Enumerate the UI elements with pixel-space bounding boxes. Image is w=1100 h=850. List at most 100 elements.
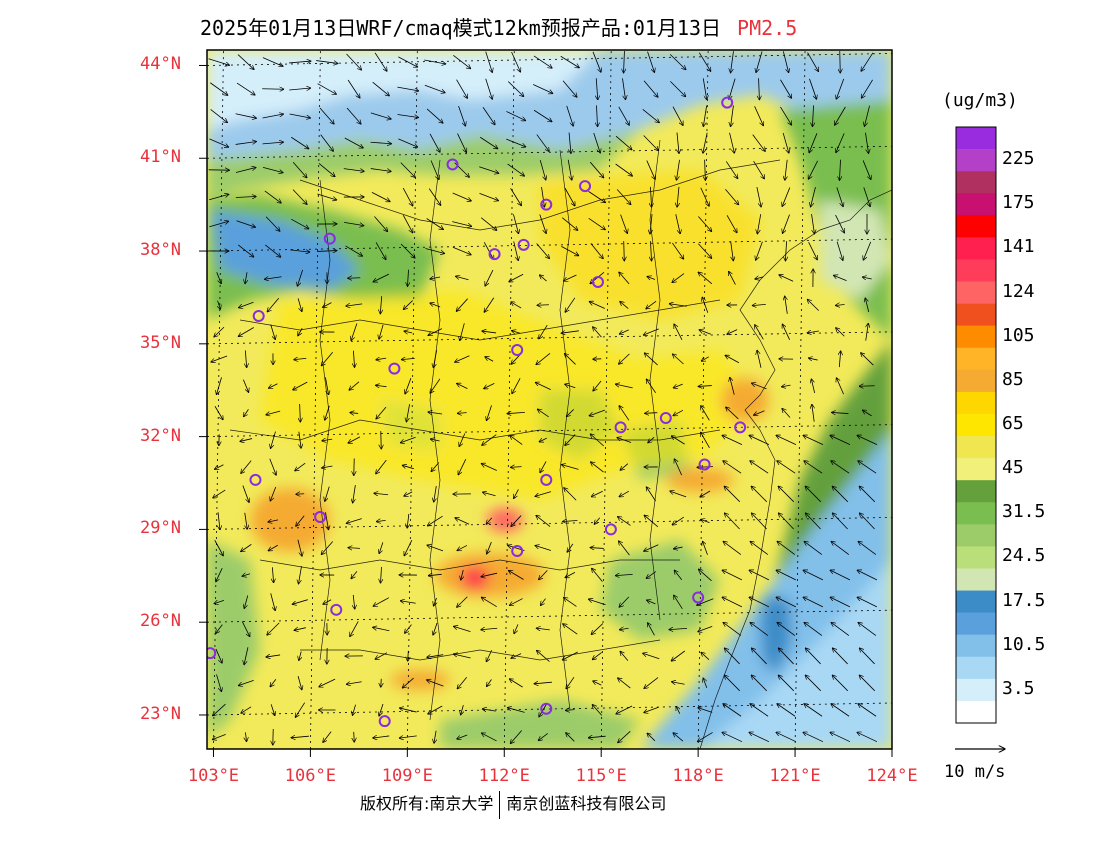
legend-frame	[955, 126, 997, 724]
wind-arrow	[457, 383, 468, 389]
graticule-lon-line	[697, 50, 709, 749]
wind-arrow	[724, 648, 740, 665]
north-very-clean-region	[207, 50, 600, 130]
wind-arrow	[533, 109, 552, 122]
wind-arrow	[751, 648, 767, 665]
wind-arrow	[512, 378, 521, 393]
wind-arrow	[698, 386, 712, 387]
wind-arrow	[453, 654, 471, 659]
wind-arrow	[859, 648, 875, 665]
boundary-far-south	[300, 639, 661, 661]
wind-arrow	[593, 681, 602, 686]
wind-arrow	[646, 571, 657, 579]
wind-arrow	[672, 106, 683, 126]
wind-arrow	[479, 166, 499, 174]
wind-arrow	[321, 541, 334, 554]
station-marker	[517, 238, 530, 251]
wind-arrow	[563, 624, 578, 635]
wind-arrow	[700, 490, 711, 497]
wind-arrow	[722, 570, 743, 581]
legend-swatch	[956, 171, 996, 194]
lon-label: 124°E	[866, 766, 918, 786]
wind-arrow	[722, 597, 743, 608]
wind-arrow	[244, 595, 249, 609]
wind-arrow	[322, 439, 333, 441]
station-marker	[511, 545, 524, 558]
wind-arrow	[839, 159, 840, 181]
wind-arrow	[452, 246, 471, 254]
wind-arrow	[291, 736, 309, 738]
wind-arrow	[353, 350, 354, 368]
station-marker	[659, 412, 672, 425]
wind-arrow	[857, 597, 878, 608]
wind-arrow	[779, 275, 794, 282]
wind-arrow	[211, 355, 228, 362]
wind-arrow	[832, 412, 849, 413]
wind-arrow	[730, 377, 735, 395]
wind-arrow	[751, 675, 768, 692]
wind-arrow	[567, 159, 572, 180]
wind-arrow	[216, 624, 223, 634]
wind-arrow	[807, 299, 819, 311]
wind-arrow	[374, 52, 387, 71]
wind-arrow	[325, 486, 330, 502]
wind-arrow	[242, 485, 249, 503]
wind-arrow	[591, 490, 603, 496]
wind-arrow	[245, 350, 246, 367]
graticule-lat-line	[207, 238, 892, 252]
copyright: 版权所有:南京大学 南京创蓝科技有限公司	[360, 790, 666, 819]
legend-label: 24.5	[1002, 545, 1046, 567]
wind-arrow	[644, 544, 659, 552]
wind-arrow	[674, 547, 683, 549]
wind-arrow	[353, 485, 356, 503]
wind-arrow	[487, 679, 492, 687]
wind-arrow	[346, 682, 362, 685]
legend-label: 17.5	[1002, 589, 1046, 611]
legend-swatch	[956, 281, 996, 304]
wind-arrow	[619, 628, 629, 629]
wind-arrow	[697, 732, 713, 741]
legend-swatch	[956, 369, 996, 393]
wind-arrow	[536, 243, 550, 258]
wind-arrow	[725, 355, 740, 364]
wind-arrow	[459, 433, 466, 446]
wind-arrow	[272, 567, 273, 582]
wind-arrow	[785, 241, 786, 261]
wind-arrow	[376, 459, 387, 474]
wind-arrow	[567, 543, 574, 552]
zhejiang-hotspot	[666, 468, 734, 492]
wind-arrow	[373, 597, 390, 607]
wind-arrow	[807, 52, 819, 72]
wind-arrow	[533, 84, 553, 94]
wind-arrow	[561, 217, 578, 231]
legend-swatch	[956, 436, 996, 459]
wind-arrow	[698, 708, 713, 713]
station-marker	[252, 309, 265, 322]
wind-arrow	[295, 462, 306, 471]
wind-arrow	[782, 51, 788, 72]
wind-arrow	[216, 568, 223, 582]
wind-arrow	[812, 105, 813, 126]
wind-arrow	[209, 194, 229, 201]
wind-arrow	[209, 138, 228, 147]
wind-arrow	[397, 86, 418, 91]
wind-arrow	[646, 379, 656, 394]
wind-arrow	[514, 489, 519, 498]
wind-arrow	[677, 132, 679, 154]
wind-arrow	[534, 682, 552, 684]
legend-label: 45	[1002, 457, 1024, 479]
graticule-lat-line	[207, 517, 892, 530]
wind-arrow	[776, 570, 797, 581]
wind-arrow	[216, 272, 222, 283]
wind-arrow	[588, 191, 606, 202]
wind-arrow	[535, 546, 552, 551]
wind-arrow	[270, 704, 275, 715]
wind-arrow	[245, 272, 247, 283]
taiwan-island	[760, 595, 792, 675]
boundary-yangtze	[229, 419, 721, 441]
wind-arrow	[297, 269, 303, 286]
wind-arrow	[511, 653, 522, 659]
wind-arrow	[482, 492, 496, 497]
wind-arrow	[319, 107, 334, 124]
wind-arrow	[643, 135, 659, 151]
